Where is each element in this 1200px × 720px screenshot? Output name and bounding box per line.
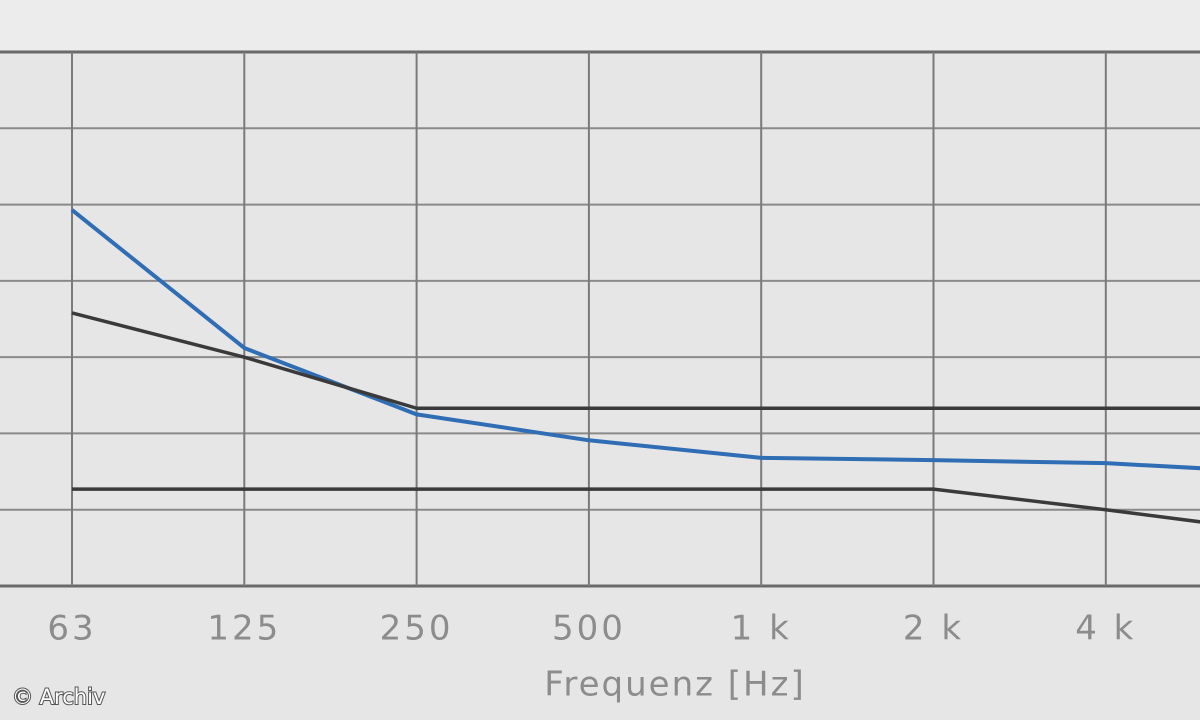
series-line — [72, 487, 1200, 524]
x-axis-label: Frequenz [Hz] — [544, 665, 805, 705]
x-tick-label: 125 — [207, 609, 281, 649]
x-tick-label: 63 — [47, 609, 96, 649]
x-tick-label: 1 k — [731, 609, 792, 649]
credit: © Archiv — [12, 685, 105, 709]
x-tick-label: 2 k — [903, 609, 964, 649]
labels: 63 125 250 500 1 k 2 k 4 k — [47, 609, 1136, 649]
grid — [0, 50, 1200, 588]
x-tick-label: 4 k — [1075, 609, 1136, 649]
series-line — [71, 311, 1200, 411]
top-strip — [0, 0, 1200, 50]
x-tick-label: 500 — [552, 609, 626, 649]
lines — [70, 208, 1200, 524]
series-line — [70, 208, 1200, 471]
x-tick-label: 250 — [380, 609, 454, 649]
